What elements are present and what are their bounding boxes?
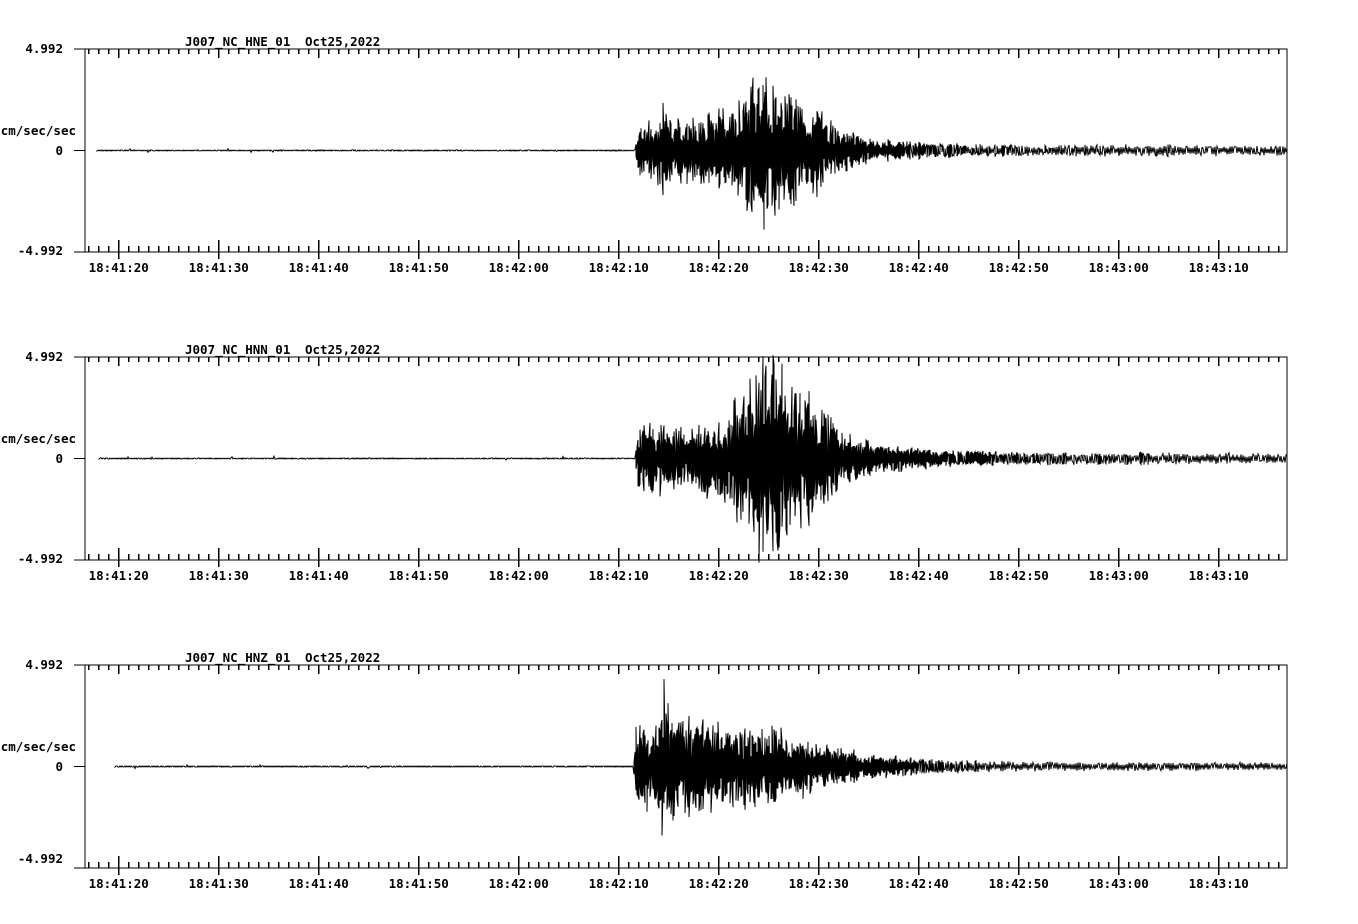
panel2-title: J007_NC_HNN_01	[185, 342, 291, 357]
xtick-label: 18:41:50	[389, 568, 449, 583]
panel3-ytick-min: -4.992	[17, 851, 63, 866]
axis-ticks	[74, 48, 1280, 259]
xtick-label: 18:42:20	[689, 876, 749, 891]
panel1-ytick-min: -4.992	[17, 243, 63, 258]
xtick-label: 18:42:10	[589, 876, 649, 891]
panel1-date: Oct25,2022	[305, 34, 381, 49]
panel1-ytick-zero: 0	[55, 143, 63, 158]
panel3-ytick-max: 4.992	[25, 657, 63, 672]
panel2-ytick-zero: 0	[55, 451, 63, 466]
panel3-ylabel: cm/sec/sec	[0, 739, 76, 754]
xtick-label: 18:41:30	[189, 260, 249, 275]
xtick-label: 18:41:30	[189, 568, 249, 583]
xtick-label: 18:42:20	[689, 568, 749, 583]
waveform-trace-J007_NC_HNE_01	[96, 77, 1288, 230]
xtick-label: 18:42:50	[989, 568, 1049, 583]
panel1-ylabel: cm/sec/sec	[0, 123, 76, 138]
xtick-label: 18:41:40	[289, 876, 349, 891]
waveform-trace-J007_NC_HNZ_01	[114, 679, 1288, 836]
xtick-label: 18:42:40	[889, 876, 949, 891]
xtick-label: 18:42:20	[689, 260, 749, 275]
xtick-label: 18:43:00	[1089, 876, 1149, 891]
xtick-label: 18:41:20	[89, 876, 149, 891]
panel1-ytick-max: 4.992	[25, 41, 63, 56]
panel2-ylabel: cm/sec/sec	[0, 431, 76, 446]
xtick-label: 18:43:10	[1189, 876, 1249, 891]
xtick-label: 18:43:10	[1189, 568, 1249, 583]
xtick-label: 18:42:00	[489, 260, 549, 275]
panel3-ytick-zero: 0	[55, 759, 63, 774]
xtick-label: 18:42:30	[789, 876, 849, 891]
xtick-label: 18:42:10	[589, 568, 649, 583]
panel2-date: Oct25,2022	[305, 342, 381, 357]
xtick-label: 18:43:10	[1189, 260, 1249, 275]
panel2-ytick-min: -4.992	[17, 551, 63, 566]
seismogram-panel-J007_NC_HNN_01: 18:41:20 18:41:30 18:41:40 18:41:50 18:42:00…	[74, 355, 1288, 583]
plot-frame	[84, 664, 1288, 869]
xtick-label: 18:43:00	[1089, 568, 1149, 583]
xtick-label: 18:41:50	[389, 260, 449, 275]
waveform-trace-J007_NC_HNN_01	[98, 355, 1288, 563]
panel2-ytick-max: 4.992	[25, 349, 63, 364]
xtick-label: 18:41:30	[189, 876, 249, 891]
xtick-label: 18:42:00	[489, 876, 549, 891]
seismogram-panel-J007_NC_HNZ_01: 18:41:20 18:41:30 18:41:40 18:41:50 18:42:00…	[74, 664, 1288, 891]
xtick-label: 18:42:00	[489, 568, 549, 583]
xtick-label: 18:42:40	[889, 568, 949, 583]
xtick-label: 18:41:20	[89, 568, 149, 583]
plot-frame	[84, 356, 1288, 561]
panel3-title: J007_NC_HNZ_01	[185, 650, 291, 665]
xtick-label: 18:42:30	[789, 260, 849, 275]
xtick-label: 18:42:50	[989, 260, 1049, 275]
xtick-label: 18:43:00	[1089, 260, 1149, 275]
xtick-label: 18:42:10	[589, 260, 649, 275]
plot-frame	[84, 48, 1288, 253]
axis-ticks	[74, 664, 1280, 875]
xtick-label: 18:42:30	[789, 568, 849, 583]
xtick-label: 18:41:20	[89, 260, 149, 275]
xtick-label: 18:42:50	[989, 876, 1049, 891]
xtick-label: 18:41:40	[289, 260, 349, 275]
xtick-label: 18:41:40	[289, 568, 349, 583]
xtick-label: 18:41:50	[389, 876, 449, 891]
panel3-date: Oct25,2022	[305, 650, 381, 665]
seismogram-panel-J007_NC_HNE_01: 18:41:20 18:41:30 18:41:40 18:41:50 18:42:00…	[74, 48, 1288, 275]
xtick-label: 18:42:40	[889, 260, 949, 275]
panel1-title: J007_NC_HNE_01	[185, 34, 291, 49]
